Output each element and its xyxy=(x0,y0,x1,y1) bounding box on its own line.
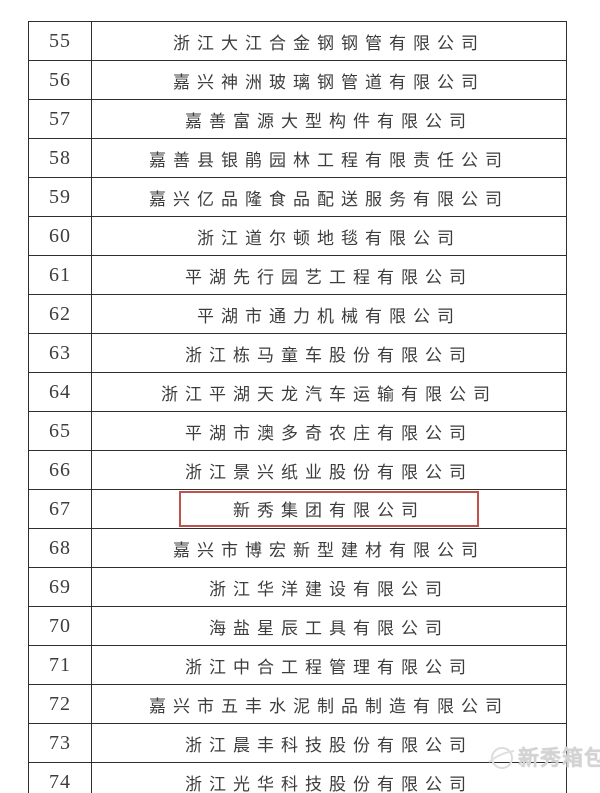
row-number-cell: 56 xyxy=(28,60,92,100)
row-number-cell: 73 xyxy=(28,723,92,763)
company-name-cell: 海盐星辰工具有限公司 xyxy=(91,606,567,646)
table-row: 65 平湖市澳多奇农庄有限公司 xyxy=(28,411,567,451)
row-number-cell: 65 xyxy=(28,411,92,451)
company-name-cell: 新秀集团有限公司 xyxy=(91,489,567,529)
row-number-cell: 59 xyxy=(28,177,92,217)
row-number-cell: 72 xyxy=(28,684,92,724)
row-number-cell: 71 xyxy=(28,645,92,685)
company-name-cell: 浙江中合工程管理有限公司 xyxy=(91,645,567,685)
company-name-cell: 平湖先行园艺工程有限公司 xyxy=(91,255,567,295)
row-number-cell: 69 xyxy=(28,567,92,607)
company-name-cell: 浙江平湖天龙汽车运输有限公司 xyxy=(91,372,567,412)
table-row: 72 嘉兴市五丰水泥制品制造有限公司 xyxy=(28,684,567,724)
table-row: 69 浙江华洋建设有限公司 xyxy=(28,567,567,607)
table-row: 67 新秀集团有限公司 xyxy=(28,489,567,529)
row-number-cell: 67 xyxy=(28,489,92,529)
company-name-cell: 浙江景兴纸业股份有限公司 xyxy=(91,450,567,490)
company-name-cell: 浙江道尔顿地毯有限公司 xyxy=(91,216,567,256)
company-name-cell: 嘉兴市五丰水泥制品制造有限公司 xyxy=(91,684,567,724)
company-name-cell: 嘉善富源大型构件有限公司 xyxy=(91,99,567,139)
table-row: 74 浙江光华科技股份有限公司 xyxy=(28,762,567,793)
table-row: 68 嘉兴市博宏新型建材有限公司 xyxy=(28,528,567,568)
row-number-cell: 70 xyxy=(28,606,92,646)
row-number-cell: 74 xyxy=(28,762,92,793)
company-name-cell: 浙江栋马童车股份有限公司 xyxy=(91,333,567,373)
table-row: 63 浙江栋马童车股份有限公司 xyxy=(28,333,567,373)
company-name-cell: 浙江大江合金钢钢管有限公司 xyxy=(91,21,567,61)
row-number-cell: 61 xyxy=(28,255,92,295)
row-number-cell: 68 xyxy=(28,528,92,568)
table-row: 73 浙江晨丰科技股份有限公司 xyxy=(28,723,567,763)
table-row: 71 浙江中合工程管理有限公司 xyxy=(28,645,567,685)
company-name-cell: 平湖市通力机械有限公司 xyxy=(91,294,567,334)
company-table: 55 浙江大江合金钢钢管有限公司 56 嘉兴神洲玻璃钢管道有限公司 57 嘉善富源大型构件… xyxy=(28,21,567,793)
table-row: 58 嘉善县银鹃园林工程有限责任公司 xyxy=(28,138,567,178)
company-name-cell: 平湖市澳多奇农庄有限公司 xyxy=(91,411,567,451)
row-number-cell: 64 xyxy=(28,372,92,412)
row-number-cell: 57 xyxy=(28,99,92,139)
table-row: 70 海盐星辰工具有限公司 xyxy=(28,606,567,646)
row-number-cell: 58 xyxy=(28,138,92,178)
highlight-box: 新秀集团有限公司 xyxy=(179,491,479,527)
table-row: 61 平湖先行园艺工程有限公司 xyxy=(28,255,567,295)
table-row: 66 浙江景兴纸业股份有限公司 xyxy=(28,450,567,490)
company-table-body: 55 浙江大江合金钢钢管有限公司 56 嘉兴神洲玻璃钢管道有限公司 57 嘉善富源大型构件… xyxy=(28,21,567,793)
table-row: 62 平湖市通力机械有限公司 xyxy=(28,294,567,334)
table-row: 60 浙江道尔顿地毯有限公司 xyxy=(28,216,567,256)
table-row: 59 嘉兴亿品隆食品配送服务有限公司 xyxy=(28,177,567,217)
table-row: 55 浙江大江合金钢钢管有限公司 xyxy=(28,21,567,61)
table-row: 64 浙江平湖天龙汽车运输有限公司 xyxy=(28,372,567,412)
company-name-cell: 嘉善县银鹃园林工程有限责任公司 xyxy=(91,138,567,178)
company-name-cell: 浙江光华科技股份有限公司 xyxy=(91,762,567,793)
company-name-cell: 浙江华洋建设有限公司 xyxy=(91,567,567,607)
table-row: 56 嘉兴神洲玻璃钢管道有限公司 xyxy=(28,60,567,100)
table-row: 57 嘉善富源大型构件有限公司 xyxy=(28,99,567,139)
row-number-cell: 55 xyxy=(28,21,92,61)
row-number-cell: 66 xyxy=(28,450,92,490)
row-number-cell: 63 xyxy=(28,333,92,373)
row-number-cell: 62 xyxy=(28,294,92,334)
company-name-cell: 浙江晨丰科技股份有限公司 xyxy=(91,723,567,763)
company-name-text: 新秀集团有限公司 xyxy=(233,501,425,520)
row-number-cell: 60 xyxy=(28,216,92,256)
company-name-cell: 嘉兴市博宏新型建材有限公司 xyxy=(91,528,567,568)
company-name-cell: 嘉兴亿品隆食品配送服务有限公司 xyxy=(91,177,567,217)
company-name-cell: 嘉兴神洲玻璃钢管道有限公司 xyxy=(91,60,567,100)
